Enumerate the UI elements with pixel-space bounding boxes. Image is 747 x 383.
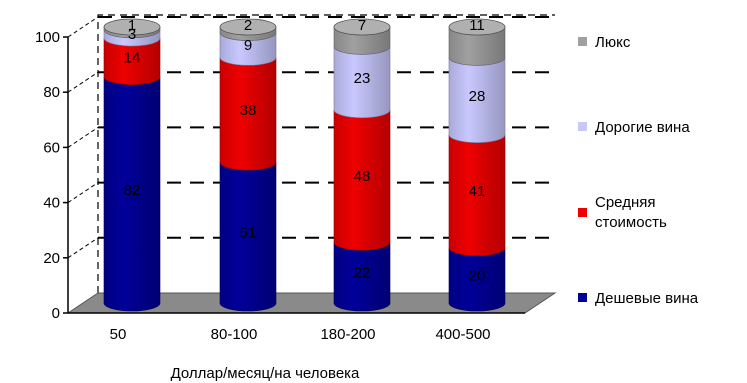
legend-label: Дорогие вина — [595, 119, 690, 136]
side-gridline-60 — [67, 126, 99, 148]
x-tick-label: 80-100 — [211, 326, 258, 343]
legend-item: Люкс — [578, 34, 631, 51]
side-gridline-20 — [67, 237, 99, 259]
legend-label: Люкс — [595, 34, 631, 51]
data-label: 38 — [240, 102, 257, 119]
data-label: 82 — [124, 182, 141, 199]
x-tick-label: 180-200 — [320, 326, 375, 343]
x-axis: 50 80-100 180-200 400-500 — [68, 312, 525, 343]
x-tick-label: 50 — [110, 326, 127, 343]
data-label: 3 — [128, 26, 136, 43]
data-label: 51 — [240, 225, 257, 242]
legend-label: Дешевые вина — [595, 290, 699, 307]
y-axis: 0 20 40 60 80 100 — [35, 29, 69, 322]
side-gridline-80 — [67, 71, 99, 93]
y-tick-label: 40 — [43, 195, 60, 212]
y-tick-label: 60 — [43, 139, 60, 156]
data-label: 7 — [358, 17, 366, 34]
y-tick-label: 20 — [43, 250, 60, 267]
data-label: 48 — [354, 168, 371, 185]
bar-top-cap — [219, 18, 277, 36]
x-axis-title: Доллар/месяц/на человека — [171, 365, 360, 382]
side-gridline-40 — [67, 182, 99, 204]
back-wall-edge — [97, 14, 555, 293]
legend-item: Дорогие вина — [578, 119, 690, 136]
bar-stack-2: 22 48 23 7 — [333, 17, 391, 312]
data-label: 9 — [244, 37, 252, 54]
legend-item: Средняя стоимость — [578, 194, 667, 231]
legend-label: Средняя — [595, 194, 655, 211]
bar-top-cap — [103, 18, 161, 36]
data-label: 28 — [469, 88, 486, 105]
back-wall — [97, 14, 555, 293]
legend-swatch — [578, 208, 587, 217]
data-label: 20 — [469, 267, 486, 284]
y-tick-label: 0 — [52, 305, 60, 322]
bar-stack-3: 20 41 28 11 — [448, 17, 506, 312]
data-label: 14 — [124, 49, 141, 66]
bar-stack-1: 51 38 9 2 — [219, 17, 277, 312]
x-tick-label: 400-500 — [435, 326, 490, 343]
legend-swatch — [578, 122, 587, 131]
y-tick-label: 100 — [35, 29, 60, 46]
legend-label: стоимость — [595, 214, 667, 231]
data-label: 1 — [128, 17, 136, 34]
bar-stack-0: 82 14 31 — [103, 17, 161, 312]
legend-swatch — [578, 293, 587, 302]
legend-swatch — [578, 37, 587, 46]
bar-top-cap — [333, 18, 391, 36]
bar-top-cap — [448, 18, 506, 36]
y-tick-label: 80 — [43, 84, 60, 101]
data-label: 41 — [469, 183, 486, 200]
data-label: 11 — [469, 17, 485, 34]
data-label: 2 — [244, 17, 252, 34]
legend-item: Дешевые вина — [578, 290, 699, 307]
data-label: 22 — [354, 265, 371, 282]
data-label: 23 — [354, 70, 371, 87]
side-gridline-100 — [67, 16, 99, 38]
legend: Люкс Дорогие вина Средняя стоимость Дешевые … — [578, 34, 699, 307]
